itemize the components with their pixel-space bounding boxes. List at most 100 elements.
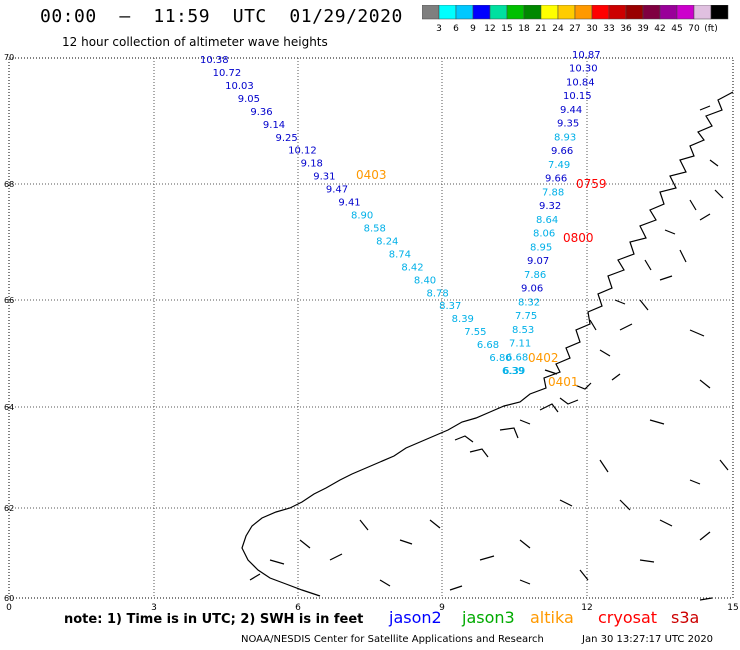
wave-height-label-east: 9.66: [551, 146, 573, 157]
wave-height-label-east: 8.53: [512, 325, 534, 336]
island-outline: [429, 519, 441, 529]
island-outline: [699, 105, 711, 111]
wave-height-label-west: 9.36: [250, 107, 272, 118]
island-outline: [539, 403, 559, 413]
island-outline: [449, 585, 463, 591]
wave-height-label-east: 9.32: [539, 201, 561, 212]
island-outline: [249, 573, 261, 581]
wave-height-label-west: 7.55: [464, 327, 486, 338]
island-outline: [689, 329, 705, 337]
island-outline: [699, 379, 711, 389]
colorbar-swatch: [710, 5, 729, 20]
island-outline: [269, 559, 285, 565]
wave-height-label-east: 7.86: [524, 270, 546, 281]
norway-coastline: [241, 91, 734, 597]
island-outline: [359, 519, 369, 531]
wave-height-label-west: 8.58: [364, 223, 386, 234]
colorbar-label: 21: [535, 24, 546, 34]
island-outline: [619, 323, 633, 331]
island-outline: [714, 189, 724, 199]
island-outline: [379, 579, 391, 587]
wave-height-colorbar: 3 6 9 12 15 18 21 24 27 30 33 36 39 42 45 70 (ft): [422, 5, 729, 34]
island-outline: [664, 229, 676, 235]
wave-height-label-east: 7.75: [515, 311, 537, 322]
wave-height-label-east: 8.93: [554, 132, 576, 143]
island-outline: [689, 199, 697, 211]
legend-item-jason3: jason3: [462, 608, 515, 627]
colorbar-label: 6: [453, 24, 459, 34]
pass-time-label: 0800: [563, 231, 594, 245]
wave-height-label-west: 8.74: [389, 249, 411, 260]
island-outline: [589, 319, 597, 331]
island-outline: [659, 275, 673, 281]
wave-height-label-west: 10.72: [213, 68, 242, 79]
island-outline: [559, 499, 573, 507]
island-outline: [574, 382, 592, 390]
wave-height-label-east: 10.84: [566, 77, 595, 88]
island-outline: [689, 479, 701, 485]
y-tick-label: 62: [4, 504, 14, 513]
colorbar-label: 27: [569, 24, 580, 34]
wave-height-label-west: 9.31: [313, 172, 335, 183]
legend-item-jason2: jason2: [389, 608, 442, 627]
colorbar-label: 18: [518, 24, 530, 34]
pass-time-label: 0401: [548, 375, 579, 389]
wave-height-label-west: 8.37: [439, 301, 461, 312]
wave-height-label-east: 7.49: [548, 160, 570, 171]
wave-height-label-east: 8.32: [518, 297, 540, 308]
wave-height-label-east: 6.68: [506, 352, 528, 363]
island-outline: [559, 397, 579, 405]
legend-item-s3a: s3a: [671, 608, 700, 627]
pass-time-label: 0759: [576, 177, 607, 191]
colorbar-label: 33: [603, 24, 614, 34]
island-outline: [599, 349, 611, 357]
wave-height-label-west: 8.24: [376, 236, 398, 247]
wave-height-label-east: 7.88: [542, 187, 564, 198]
island-outline: [454, 435, 474, 443]
axis-ticks: 0 3 6 9 12 15 70 68 66 64 62 60: [4, 53, 739, 613]
colorbar-label: 30: [586, 24, 598, 34]
wave-height-label-west: 10.38: [200, 55, 229, 66]
island-outline: [619, 499, 631, 511]
colorbar-label: 15: [501, 24, 512, 34]
satellite-tracks: 10.38 10.72 10.03 9.05 9.36 9.14 9.25 10.12 9.18…: [200, 50, 601, 377]
wave-height-label-east: 10.15: [563, 91, 592, 102]
colorbar-label: 42: [654, 24, 665, 34]
x-tick-label: 15: [727, 603, 738, 613]
credit-line: NOAA/NESDIS Center for Satellite Applica…: [241, 634, 544, 645]
island-outline: [299, 539, 311, 549]
wave-height-label-west: 6.80: [489, 353, 511, 364]
wave-height-label-east: 9.07: [527, 256, 549, 267]
x-tick-label: 0: [6, 603, 12, 613]
colorbar-label: 70: [688, 24, 700, 34]
colorbar-label: (ft): [704, 24, 718, 34]
map-border: [8, 57, 734, 599]
pass-time-labels: 0403 0759 0800 0402 0401: [356, 168, 607, 389]
x-tick-label: 9: [439, 603, 445, 613]
wave-height-label-east: 8.95: [530, 242, 552, 253]
wave-height-label-west: 9.41: [338, 198, 360, 209]
legend-item-cryosat: cryosat: [598, 608, 658, 627]
wave-height-label-west: 9.14: [263, 120, 285, 131]
colorbar-label: 3: [436, 24, 442, 34]
island-outline: [544, 369, 558, 375]
colorbar-label: 39: [637, 24, 649, 34]
wave-height-label-east: 9.44: [560, 105, 582, 116]
island-outline: [639, 299, 649, 311]
island-outline: [611, 373, 621, 381]
map-grid: [9, 58, 733, 598]
map-subtitle: 12 hour collection of altimeter wave hei…: [62, 35, 328, 49]
wave-height-label-west: 6.39: [502, 366, 524, 377]
y-tick-label: 70: [4, 53, 14, 62]
wave-height-label-west: 10.12: [288, 146, 317, 157]
island-outline: [699, 213, 711, 221]
island-outline: [469, 448, 489, 458]
island-outline: [399, 539, 413, 545]
colorbar-label: 24: [552, 24, 564, 34]
colorbar-label: 45: [671, 24, 682, 34]
y-tick-label: 60: [4, 594, 14, 603]
wave-height-label-west: 9.18: [301, 159, 323, 170]
generation-timestamp: Jan 30 13:27:17 UTC 2020: [582, 634, 714, 645]
island-outline: [659, 519, 673, 527]
wave-height-label-east: 9.06: [521, 284, 543, 295]
